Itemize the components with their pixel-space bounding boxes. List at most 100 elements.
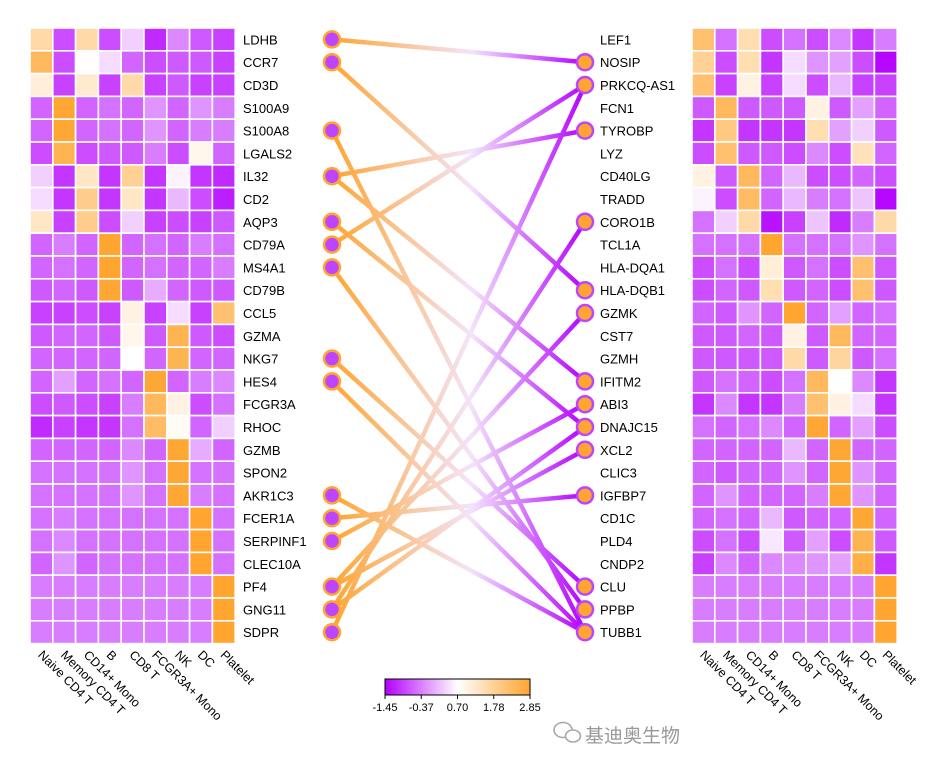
heatmap-cell bbox=[143, 528, 168, 554]
heatmap-cell bbox=[143, 209, 168, 234]
heatmap-cell bbox=[759, 437, 785, 462]
gene-label: RHOC bbox=[243, 420, 281, 435]
heatmap-cell bbox=[74, 72, 100, 98]
heatmap-cell bbox=[873, 414, 899, 440]
heatmap-cell bbox=[211, 277, 236, 303]
color-legend: -1.45 -0.37 0.70 1.78 2.85 bbox=[372, 678, 541, 714]
heatmap-cell bbox=[74, 597, 100, 622]
heatmap-cell bbox=[29, 118, 54, 143]
heatmap-cell bbox=[143, 49, 168, 75]
heatmap-cell bbox=[166, 414, 191, 440]
heatmap-cell bbox=[188, 186, 214, 212]
right-link-dot bbox=[575, 577, 595, 596]
heatmap-cell bbox=[850, 551, 876, 577]
heatmap-cell bbox=[97, 505, 123, 531]
heatmap-cell bbox=[97, 323, 123, 348]
heatmap-cell bbox=[166, 95, 191, 121]
heatmap-cell bbox=[691, 186, 716, 212]
heatmap-cell bbox=[850, 232, 876, 257]
gene-label: LEF1 bbox=[600, 32, 631, 47]
gene-label: TYROBP bbox=[600, 124, 653, 139]
heatmap-cell bbox=[51, 437, 77, 462]
heatmap-cell bbox=[97, 551, 123, 577]
heatmap-cell bbox=[97, 300, 123, 326]
heatmap-cell bbox=[51, 369, 77, 394]
heatmap-cell bbox=[97, 209, 123, 234]
heatmap-cell bbox=[782, 255, 807, 280]
heatmap-cell bbox=[166, 323, 191, 348]
heatmap-cell bbox=[827, 72, 853, 98]
heatmap-cell bbox=[166, 255, 191, 280]
gene-label: PRKCQ-AS1 bbox=[600, 78, 675, 93]
heatmap-cell bbox=[29, 232, 54, 257]
gene-label: SDPR bbox=[243, 625, 279, 640]
right-link-dot bbox=[575, 394, 595, 414]
heatmap-cell bbox=[873, 27, 899, 52]
heatmap-cell bbox=[143, 27, 168, 52]
heatmap-cell bbox=[873, 369, 899, 394]
heatmap-cell bbox=[759, 277, 785, 303]
heatmap-cell bbox=[120, 95, 145, 121]
heatmap-cell bbox=[827, 619, 853, 645]
heatmap-cell bbox=[188, 619, 214, 645]
heatmap-cell bbox=[166, 346, 191, 371]
heatmap-cell bbox=[97, 186, 123, 212]
heatmap-cell bbox=[827, 414, 853, 440]
heatmap-cell bbox=[827, 483, 853, 508]
heatmap-cell bbox=[736, 209, 762, 234]
heatmap-cell bbox=[51, 551, 77, 577]
heatmap-cell bbox=[166, 141, 191, 166]
heatmap-cell bbox=[691, 255, 716, 280]
heatmap-cell bbox=[166, 277, 191, 303]
heatmap-cell bbox=[759, 391, 785, 417]
heatmap-cell bbox=[713, 164, 739, 189]
heatmap-cell bbox=[827, 232, 853, 257]
heatmap-cell bbox=[736, 186, 762, 212]
heatmap-cell bbox=[691, 164, 716, 189]
heatmap-cell bbox=[759, 255, 785, 280]
heatmap-cell bbox=[51, 460, 77, 485]
heatmap-cell bbox=[691, 574, 716, 599]
colorbar-tick-label: 1.78 bbox=[483, 702, 504, 714]
heatmap-cell bbox=[873, 323, 899, 348]
heatmap-cell bbox=[691, 72, 716, 98]
heatmap-cell bbox=[51, 346, 77, 371]
heatmap-cell bbox=[782, 391, 807, 417]
heatmap-cell bbox=[850, 300, 876, 326]
heatmap-cell bbox=[713, 118, 739, 143]
heatmap-cell bbox=[850, 209, 876, 234]
heatmap-cell bbox=[51, 141, 77, 166]
gene-label: CD2 bbox=[243, 192, 269, 207]
heatmap-cell bbox=[805, 483, 830, 508]
heatmap-cell bbox=[691, 323, 716, 348]
gene-label: PLD4 bbox=[600, 534, 633, 549]
heatmap-cell bbox=[211, 49, 236, 75]
heatmap-cell bbox=[188, 597, 214, 622]
heatmap-cell bbox=[120, 141, 145, 166]
heatmap-cell bbox=[736, 323, 762, 348]
heatmap-cell bbox=[74, 232, 100, 257]
gene-label: HLA-DQB1 bbox=[600, 283, 665, 298]
heatmap-cell bbox=[29, 255, 54, 280]
watermark-text: 基迪奥生物 bbox=[585, 725, 680, 747]
heatmap-cell bbox=[120, 277, 145, 303]
heatmap-cell bbox=[143, 141, 168, 166]
right-link-dot bbox=[575, 372, 595, 391]
link-line bbox=[329, 219, 588, 430]
heatmap-cell bbox=[850, 483, 876, 508]
link-line bbox=[329, 424, 588, 612]
heatmap-cell bbox=[51, 232, 77, 257]
gene-label: CST7 bbox=[600, 329, 633, 344]
heatmap-cell bbox=[759, 528, 785, 554]
heatmap-cell bbox=[166, 164, 191, 189]
heatmap-cell bbox=[143, 551, 168, 577]
gene-label: CCR7 bbox=[243, 55, 278, 70]
heatmap-cell bbox=[211, 141, 236, 166]
heatmap-cell bbox=[211, 528, 236, 554]
heatmap-cell bbox=[29, 619, 54, 645]
heatmap-cell bbox=[691, 300, 716, 326]
heatmap-cell bbox=[188, 49, 214, 75]
heatmap-cell bbox=[691, 346, 716, 371]
heatmap-cell bbox=[736, 551, 762, 577]
column-label: B bbox=[766, 648, 782, 664]
